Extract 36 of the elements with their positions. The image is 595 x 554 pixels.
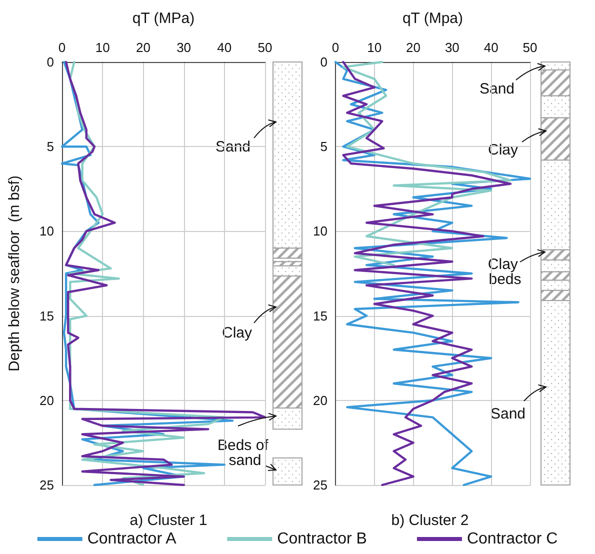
x-tick-label: 40 (217, 40, 232, 55)
annotation: Clay beds (488, 256, 522, 288)
x-tick-label: 10 (367, 40, 382, 55)
y-tick-label: 0 (46, 54, 54, 70)
annotation: Sand (490, 406, 526, 422)
x-tick-label: 0 (332, 40, 340, 55)
y-tick-label: 20 (312, 392, 328, 408)
text: b) Cluster 2 (391, 512, 469, 529)
line-series (64, 60, 266, 486)
y-tick-label: 10 (40, 224, 54, 239)
y-tick-label: 25 (40, 478, 54, 492)
y-tick-label: 5 (46, 139, 54, 154)
legend-label: Contractor B (277, 530, 367, 548)
y-tick-label: 20 (40, 392, 54, 408)
text: a) Cluster 1 (130, 512, 208, 529)
y-tick-label: 25 (312, 478, 328, 492)
x-axis-title: qT (MPa) (132, 10, 195, 27)
x-tick-label: 50 (522, 40, 538, 55)
y-tick-label: 15 (312, 308, 328, 324)
x-tick-label: 30 (444, 40, 460, 55)
y-tick-label: 10 (312, 224, 328, 239)
y-axis-title: Depth below seafloor (m bsf) (6, 176, 23, 372)
x-tick-label: 40 (484, 40, 498, 55)
x-tick-label: 10 (95, 40, 110, 55)
x-axis-title: qT (Mpa) (402, 10, 464, 27)
legend-label: Contractor A (87, 530, 177, 548)
legend-label: Contractor C (466, 530, 558, 548)
x-tick-label: 30 (176, 40, 192, 55)
annotation: Sand (479, 80, 515, 98)
x-tick-label: 20 (136, 40, 150, 55)
x-tick-label: 20 (406, 40, 421, 55)
y-tick-label: 5 (320, 139, 328, 154)
x-tick-label: 0 (58, 40, 66, 55)
x-tick-label: 50 (258, 40, 272, 55)
y-tick-label: 15 (40, 308, 54, 324)
y-tick-label: 0 (320, 54, 328, 70)
